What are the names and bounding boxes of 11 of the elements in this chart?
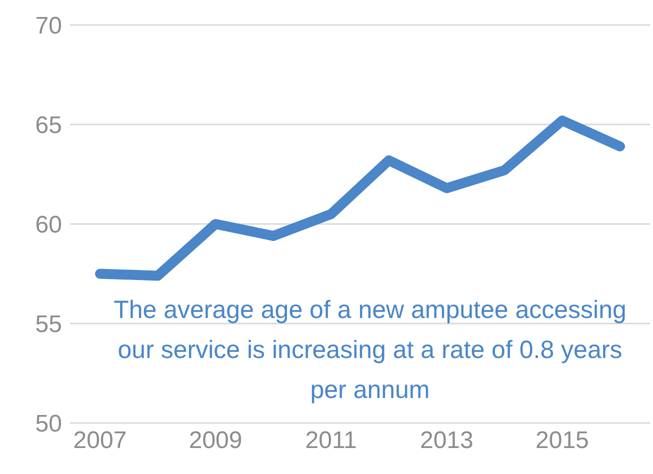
annotation: The average age of a new amputee accessing our service is increasing at a rate of 0.8 years per annum xyxy=(112,295,628,406)
y-tick-label: 55 xyxy=(35,311,62,338)
y-tick-label: 60 xyxy=(35,212,62,239)
y-tick-label: 65 xyxy=(35,112,62,140)
x-tick-label: 2013 xyxy=(420,427,474,454)
x-tick-label: 2015 xyxy=(536,427,589,454)
x-tick-label: 2007 xyxy=(73,427,127,454)
y-tick-label: 70 xyxy=(35,12,62,40)
y-tick-label: 50 xyxy=(35,410,62,438)
x-tick-label: 2011 xyxy=(305,427,357,454)
x-tick-label: 2009 xyxy=(188,427,242,454)
